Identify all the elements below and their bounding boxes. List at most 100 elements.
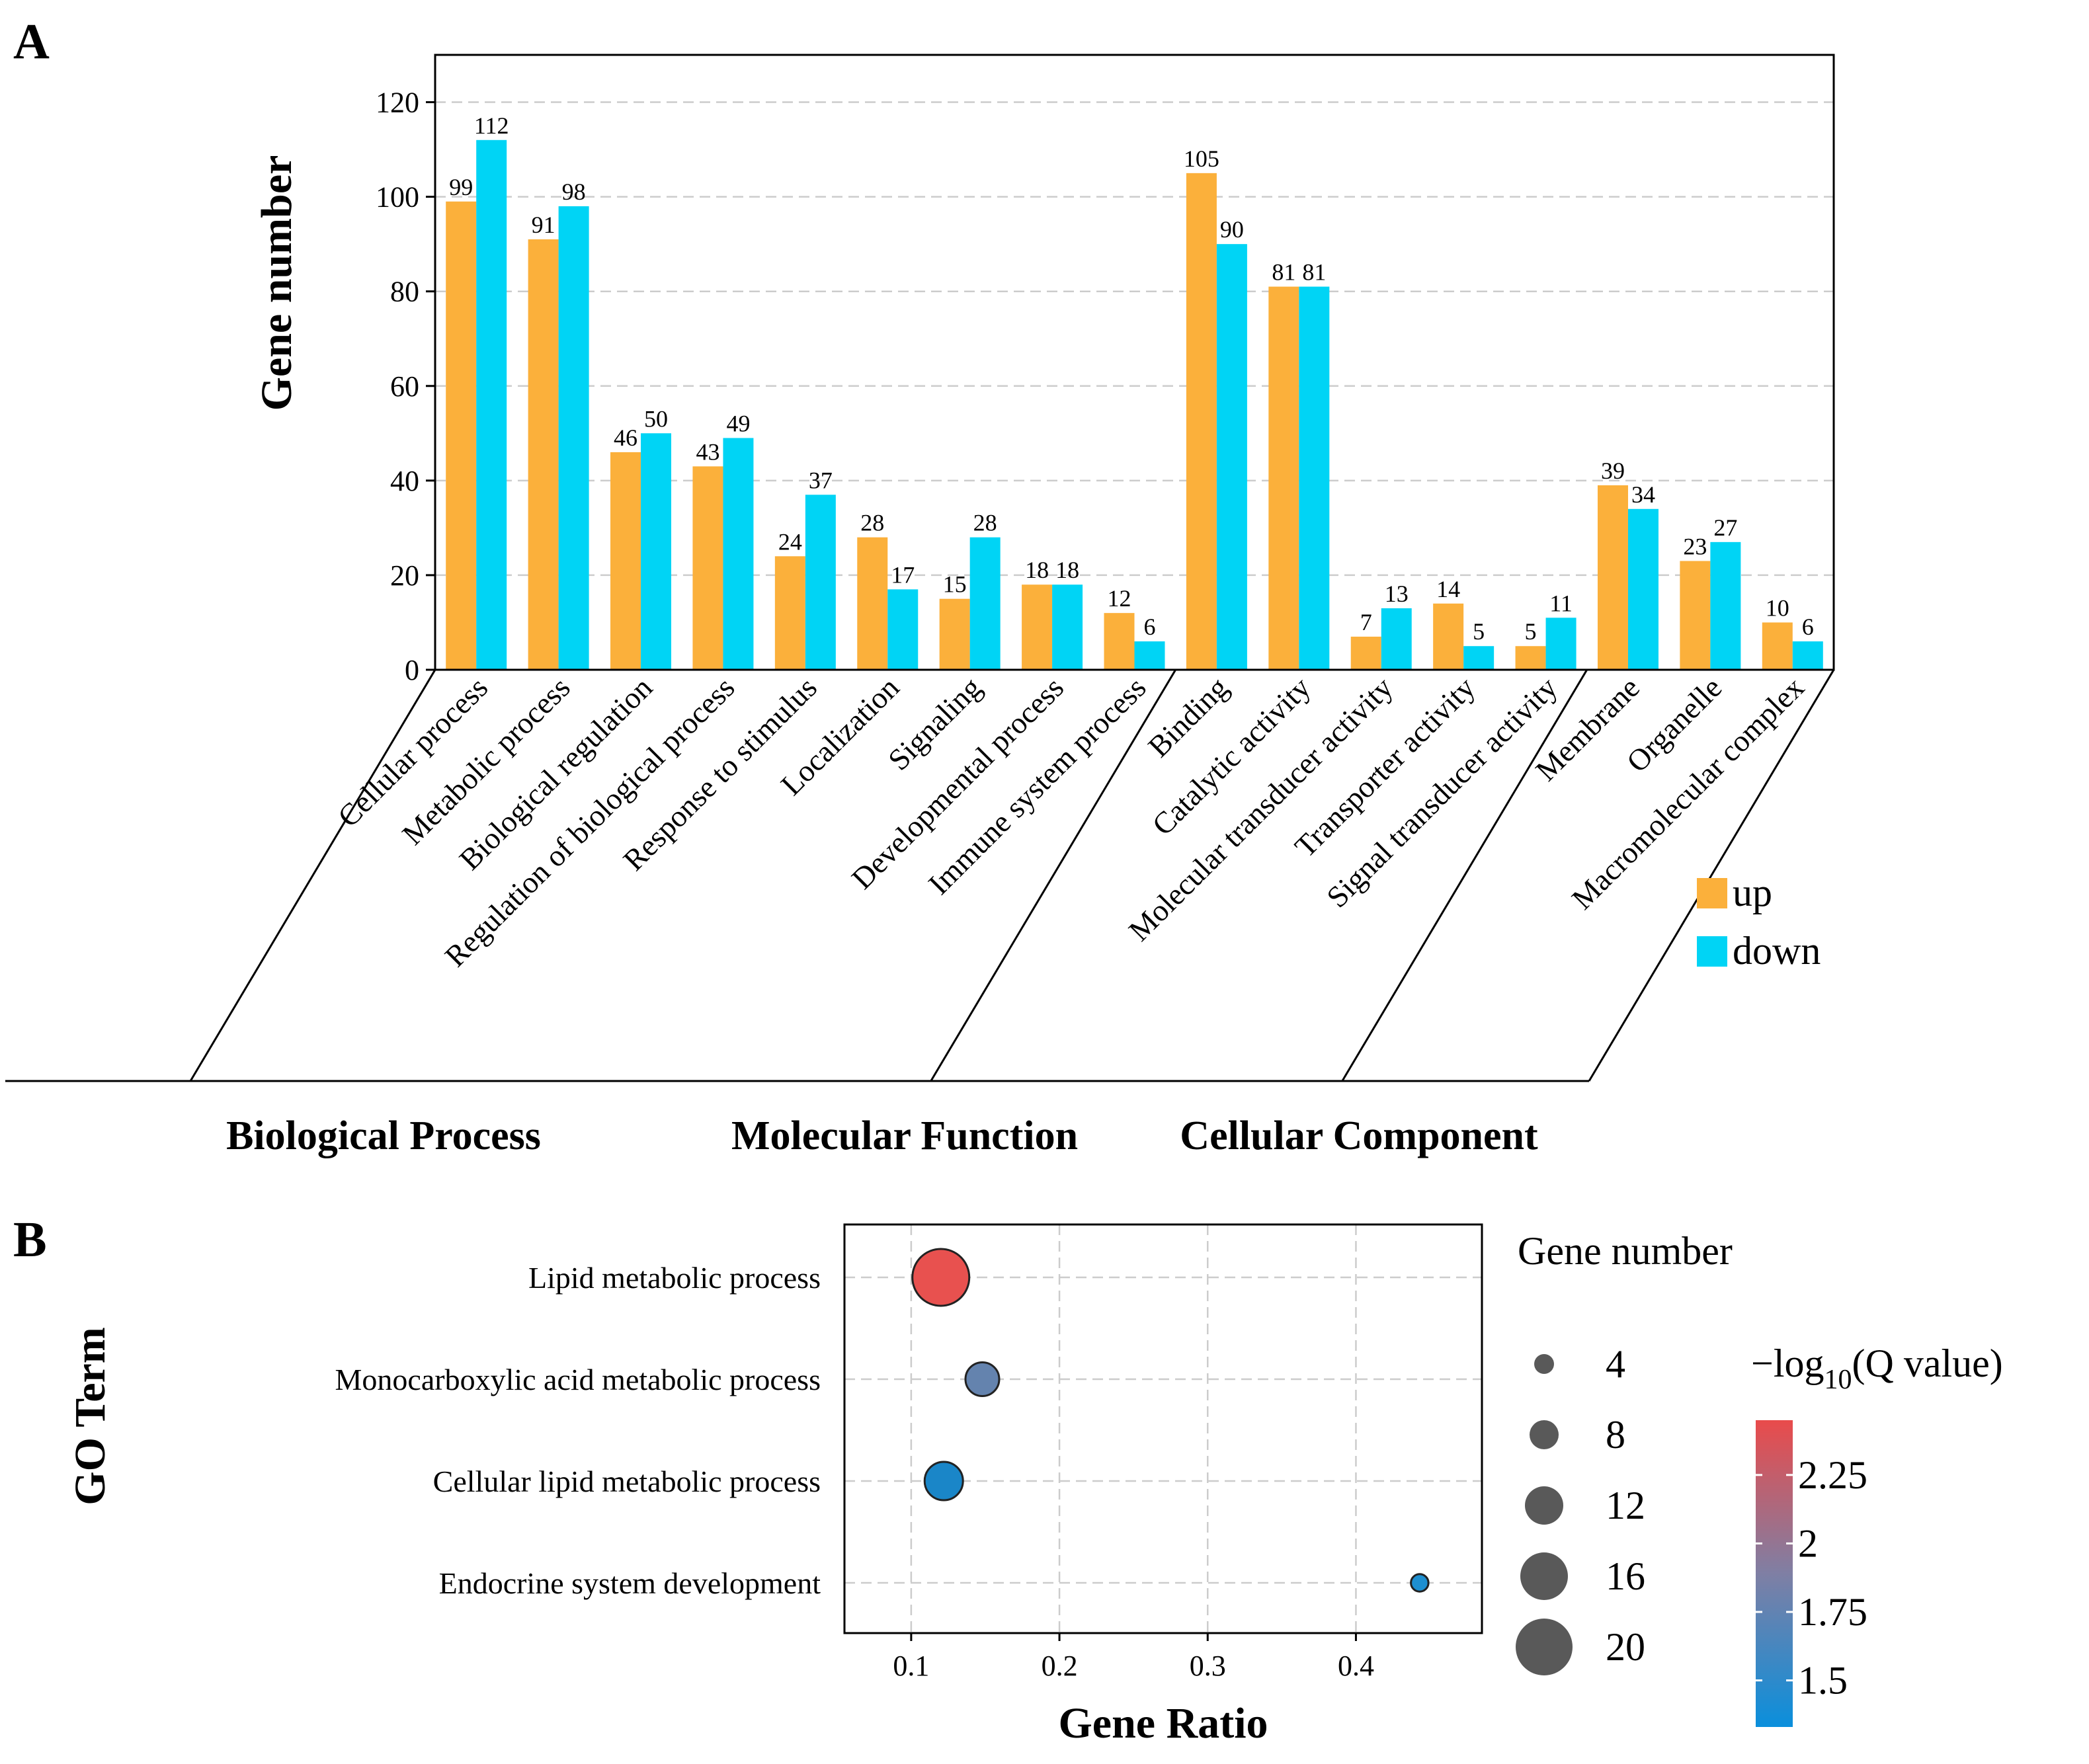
bar-value-label: 50 (644, 405, 668, 432)
size-legend-label: 8 (1606, 1413, 1625, 1457)
y-tick-label: 60 (390, 370, 419, 403)
y-tick-label: 100 (376, 181, 419, 214)
x-tick-label: 0.1 (893, 1650, 929, 1682)
legend-swatch-up (1697, 878, 1727, 908)
go-term-label: Cellular lipid metabolic process (433, 1464, 821, 1498)
bar-value-label: 39 (1601, 458, 1625, 484)
bar-up (1680, 561, 1711, 670)
bar-down (723, 438, 754, 670)
bar-value-label: 28 (860, 510, 884, 536)
bar-value-label: 10 (1766, 594, 1789, 621)
group-divider-line (189, 669, 436, 1082)
bar-plot-border (434, 54, 1835, 671)
bar-value-label: 11 (1549, 590, 1573, 616)
bar-down (1463, 646, 1495, 670)
y-tick-label: 0 (405, 654, 419, 686)
bar-value-label: 6 (1144, 614, 1156, 640)
dot-plot-x-axis-title: Gene Ratio (1058, 1699, 1268, 1747)
bar-up (446, 201, 477, 670)
size-legend-label: 4 (1606, 1342, 1625, 1386)
bar-up (610, 452, 641, 670)
dot-point (1410, 1573, 1430, 1593)
bar-up (692, 466, 723, 670)
group-divider-line (1341, 669, 1588, 1082)
color-legend-title-subscript: 10 (1824, 1365, 1852, 1395)
bar-value-label: 24 (778, 528, 802, 555)
dot-plot-border (843, 1223, 1483, 1634)
go-term-label: Lipid metabolic process (528, 1261, 821, 1295)
bar-up (1022, 584, 1053, 670)
bar-value-label: 5 (1473, 618, 1485, 645)
bar-chart-y-axis-title: Gene number (253, 155, 301, 411)
x-tick-label: 0.3 (1190, 1650, 1226, 1682)
dot-plot-x-ticks: 0.1 0.2 0.3 0.4 (893, 1633, 1374, 1682)
bar-value-label: 18 (1025, 557, 1049, 583)
bar-down (476, 140, 507, 670)
bar-down (1710, 541, 1741, 670)
bar-down (1052, 584, 1083, 670)
bar-up (1597, 485, 1628, 670)
color-legend-tick-label: 2.25 (1798, 1453, 1867, 1497)
y-tick-label: 80 (390, 276, 419, 308)
bar-up (1104, 613, 1135, 670)
bar-down (1381, 608, 1412, 670)
bar-down (641, 433, 672, 670)
size-legend-dot (1520, 1552, 1568, 1600)
size-legend-dot (1530, 1420, 1559, 1449)
color-legend-tick-label: 2 (1798, 1521, 1818, 1565)
category-label: Cellular process (331, 670, 495, 834)
bar-chart-y-ticks: 0 20 40 60 80 100 120 (376, 87, 435, 686)
bar-value-label: 28 (973, 510, 997, 536)
gene-number-size-legend: Gene number 4 8 12 16 20 (1516, 1229, 1733, 1675)
bar-down (969, 537, 1001, 670)
bar-down (1792, 641, 1823, 670)
bar-value-label: 14 (1436, 576, 1460, 602)
size-legend-dot (1516, 1619, 1573, 1675)
bar-value-label: 15 (943, 571, 967, 598)
group-divider-line (930, 669, 1176, 1082)
size-legend-label: 16 (1606, 1554, 1645, 1598)
bar-value-label: 43 (696, 438, 719, 465)
color-legend-title-suffix: (Q value) (1852, 1342, 2003, 1385)
legend-swatch-down (1697, 936, 1727, 967)
bar-chart-legend: up down (1697, 871, 1821, 973)
bar-up (528, 239, 559, 670)
bar-up (939, 598, 970, 670)
bar-value-label: 17 (891, 561, 915, 588)
bar-up (1350, 636, 1381, 670)
dot-point (911, 1248, 971, 1307)
group-label: Molecular Function (731, 1113, 1078, 1158)
dot-plot-y-axis-title: GO Term (66, 1327, 114, 1505)
panel-b-label: B (13, 1212, 47, 1267)
bar-value-label: 5 (1525, 618, 1537, 645)
bar-value-label: 6 (1802, 614, 1814, 640)
bar-up (857, 537, 888, 670)
bar-value-label: 81 (1302, 259, 1326, 286)
dot-plot-frame (843, 1223, 1483, 1634)
dot-plot-points (911, 1248, 1430, 1593)
bar-up (1433, 603, 1464, 670)
bar-value-label: 18 (1055, 557, 1079, 583)
bar-value-label: 12 (1108, 585, 1131, 612)
bar-value-label: 23 (1683, 533, 1707, 559)
panel-a-label: A (13, 14, 50, 69)
color-legend-tick-label: 1.5 (1798, 1659, 1848, 1703)
bar-up (1268, 286, 1299, 670)
bar-value-label: 49 (726, 410, 750, 436)
y-tick-label: 120 (376, 87, 419, 119)
color-legend-title: −log10(Q value) (1751, 1342, 2003, 1395)
bar-down (887, 589, 919, 670)
size-legend-label: 20 (1606, 1625, 1645, 1669)
go-term-label: Endocrine system development (439, 1566, 821, 1600)
bar-value-label: 99 (449, 174, 473, 200)
size-legend-title: Gene number (1518, 1229, 1733, 1273)
bar-down (1216, 244, 1247, 670)
bar-down (558, 206, 589, 670)
size-legend-label: 12 (1606, 1484, 1645, 1527)
bar-value-label: 34 (1631, 481, 1655, 508)
bar-up (1762, 622, 1793, 670)
bar-value-label: 90 (1220, 216, 1244, 243)
x-tick-label: 0.2 (1042, 1650, 1078, 1682)
